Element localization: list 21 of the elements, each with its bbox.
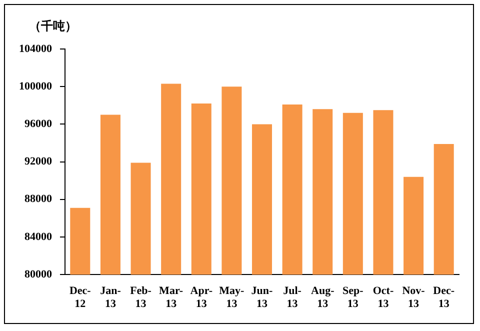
y-tick-label: 88000 xyxy=(24,193,52,206)
y-tick-label: 84000 xyxy=(24,230,52,243)
x-tick-label: Nov-13 xyxy=(402,285,426,310)
y-axis-title: （千吨） xyxy=(29,19,77,34)
x-tick-label: Feb-13 xyxy=(130,285,152,310)
x-tick-label: Aug-13 xyxy=(311,285,335,310)
x-tick-label: Dec-12 xyxy=(69,285,92,310)
y-tick-label: 92000 xyxy=(24,156,52,168)
x-tick-label: Jan-13 xyxy=(100,285,122,310)
y-tick-label: 100000 xyxy=(19,80,52,92)
y-tick-label: 104000 xyxy=(19,42,52,55)
x-tick-label: Sep-13 xyxy=(342,285,364,310)
x-tick-label: Mar-13 xyxy=(159,285,184,310)
x-tick-label: Jul-13 xyxy=(283,285,302,310)
x-tick-label: Apr-13 xyxy=(190,285,213,310)
x-tick-label: May-13 xyxy=(219,285,245,310)
x-tick-label: Jun-13 xyxy=(251,285,274,310)
y-tick-label: 96000 xyxy=(24,118,52,130)
x-tick-label: Oct-13 xyxy=(372,285,394,310)
y-tick-label: 80000 xyxy=(24,268,52,280)
x-tick-label: Dec-13 xyxy=(433,285,455,310)
